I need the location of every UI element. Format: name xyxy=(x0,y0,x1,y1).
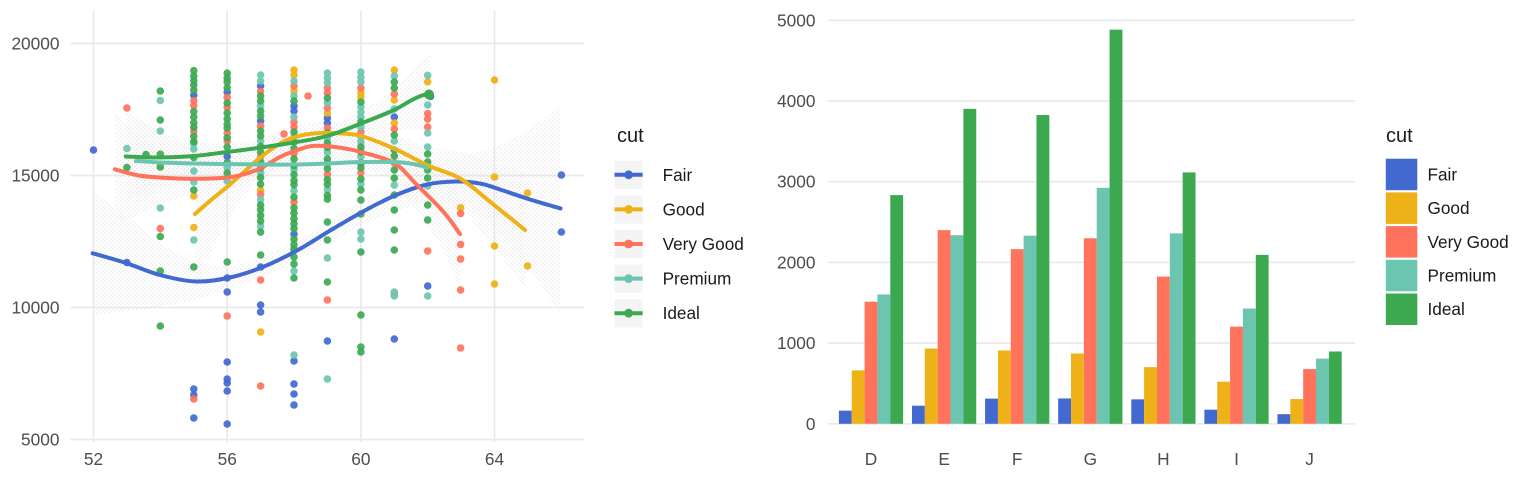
svg-text:E: E xyxy=(938,449,950,469)
svg-text:64: 64 xyxy=(485,449,505,469)
svg-text:Ideal: Ideal xyxy=(1428,299,1465,319)
svg-text:Fair: Fair xyxy=(1428,164,1458,184)
svg-text:1000: 1000 xyxy=(777,333,815,353)
svg-text:5000: 5000 xyxy=(777,10,815,30)
svg-text:H: H xyxy=(1157,449,1169,469)
svg-text:cut: cut xyxy=(1386,125,1413,147)
svg-text:Very Good: Very Good xyxy=(663,234,744,254)
svg-text:15000: 15000 xyxy=(11,166,59,186)
svg-text:56: 56 xyxy=(218,449,237,469)
svg-text:Premium: Premium xyxy=(663,269,732,289)
svg-text:60: 60 xyxy=(351,449,370,469)
svg-text:3000: 3000 xyxy=(777,172,815,192)
svg-text:2000: 2000 xyxy=(777,252,815,272)
svg-text:Good: Good xyxy=(1428,198,1470,218)
svg-text:Premium: Premium xyxy=(1428,266,1497,286)
svg-text:Ideal: Ideal xyxy=(663,303,700,323)
svg-text:G: G xyxy=(1084,449,1097,469)
svg-text:20000: 20000 xyxy=(11,34,59,54)
svg-text:Very Good: Very Good xyxy=(1428,232,1509,252)
svg-text:10000: 10000 xyxy=(11,298,59,318)
svg-text:52: 52 xyxy=(84,449,103,469)
svg-text:J: J xyxy=(1305,449,1314,469)
svg-text:0: 0 xyxy=(806,414,816,434)
svg-text:4000: 4000 xyxy=(777,91,815,111)
svg-text:I: I xyxy=(1234,449,1239,469)
svg-text:F: F xyxy=(1012,449,1023,469)
svg-text:Good: Good xyxy=(663,199,705,219)
svg-text:D: D xyxy=(865,449,877,469)
svg-text:Fair: Fair xyxy=(663,165,693,185)
svg-text:cut: cut xyxy=(617,125,644,147)
svg-text:5000: 5000 xyxy=(21,430,59,450)
